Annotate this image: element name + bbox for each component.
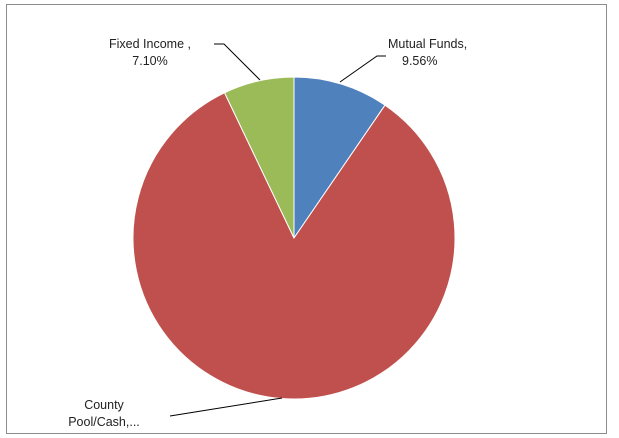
pie-slice-fixed-income [223,76,295,239]
leader-line-1 [339,55,386,83]
data-label-line1: Mutual Funds, [388,37,467,51]
data-label-line1: Fixed Income , [109,37,191,51]
leader-line-3 [214,43,261,81]
data-label-1: Mutual Funds, 9.56% [388,37,467,68]
data-label-line2: Pool/Cash,... [68,415,140,429]
data-label-2: County Pool/Cash,... [68,398,140,429]
data-label-3: Fixed Income , 7.10% [109,37,191,68]
data-label-line2: 7.10% [132,54,167,68]
data-label-line1: County [84,398,124,412]
leader-line-2 [169,397,283,417]
data-label-line2: 9.56% [402,54,437,68]
pie-slice-mutual-funds [293,76,386,240]
